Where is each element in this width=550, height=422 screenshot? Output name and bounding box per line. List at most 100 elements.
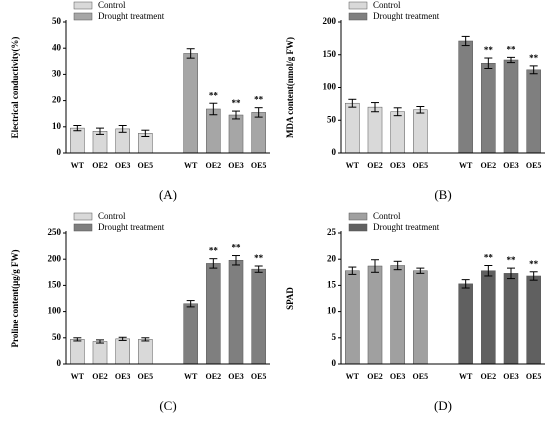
x-tick-label: OE3 [115,161,131,170]
y-tick-label: 30 [52,68,62,78]
y-tick-label: 50 [327,114,337,124]
bar [367,265,383,365]
x-tick-label: OE5 [251,372,267,381]
bar [251,112,266,154]
y-tick-label: 100 [323,82,337,92]
bar [251,268,266,365]
x-tick-label: OE3 [115,372,131,381]
legend-swatch [73,212,93,221]
legend-label: Drought treatment [373,222,440,232]
significance: ** [209,246,219,256]
significance: ** [254,253,264,263]
x-tick-label: OE3 [390,161,406,170]
x-tick-label: OE2 [206,161,222,170]
bar [390,111,405,154]
x-tick-label: OE3 [228,161,244,170]
bar [70,339,85,365]
bar [526,275,541,365]
x-tick-label: OE5 [138,161,154,170]
panel-label: (A) [159,187,177,202]
bar [228,259,244,365]
y-tick-label: 50 [52,16,62,26]
x-tick-label: OE5 [251,161,267,170]
x-tick-label: OE3 [228,372,244,381]
x-tick-label: WT [184,161,198,170]
bar [345,102,360,154]
x-tick-label: WT [459,161,473,170]
x-tick-label: WT [184,372,198,381]
bar [206,263,221,365]
legend-label: Control [373,0,401,10]
significance: ** [232,98,242,108]
bar [206,108,221,154]
bar [367,106,383,154]
legend-swatch [348,223,368,232]
bar [115,338,130,365]
bar [526,69,541,154]
y-tick-label: 20 [52,95,62,105]
bar [503,59,519,154]
y-tick-label: 25 [327,227,337,237]
y-tick-label: 100 [48,306,62,316]
y-tick-label: 15 [327,279,337,289]
legend-label: Control [373,211,401,221]
x-tick-label: OE2 [206,372,222,381]
significance: ** [484,253,494,263]
y-tick-label: 5 [332,332,337,342]
y-axis-label: SPAD [285,287,295,310]
x-tick-label: OE3 [503,161,519,170]
legend-label: Drought treatment [98,11,165,21]
x-tick-label: OE2 [481,372,497,381]
significance: ** [507,44,517,54]
y-tick-label: 250 [48,227,62,237]
x-tick-label: WT [71,372,85,381]
bar [183,53,198,154]
panel-label: (D) [434,398,452,413]
x-tick-label: OE5 [526,372,542,381]
y-tick-label: 50 [52,332,62,342]
legend-swatch [348,1,368,10]
x-tick-label: WT [459,372,473,381]
bar [70,127,85,154]
significance: ** [254,95,264,105]
bar [228,114,244,154]
x-tick-label: OE2 [92,161,108,170]
bar [503,273,519,365]
panel-label: (C) [159,398,176,413]
x-tick-label: OE5 [138,372,154,381]
y-tick-label: 200 [323,16,337,26]
x-tick-label: OE3 [503,372,519,381]
significance: ** [232,243,242,253]
legend-label: Drought treatment [373,11,440,21]
y-tick-label: 150 [323,49,337,59]
bar [481,270,496,365]
bar [183,303,198,365]
y-tick-label: 0 [332,147,337,157]
x-tick-label: OE5 [413,161,429,170]
legend-label: Control [98,0,126,10]
x-tick-label: OE2 [92,372,108,381]
y-axis-label: Proline content(μg/g FW) [10,250,20,348]
significance: ** [507,255,517,265]
x-tick-label: OE2 [367,161,383,170]
legend-swatch [73,12,93,21]
bar [345,270,360,365]
x-tick-label: OE5 [413,372,429,381]
bar [413,109,428,154]
y-axis-label: MDA content(nmol/g FW) [285,37,295,138]
x-tick-label: OE3 [390,372,406,381]
panel-label: (B) [434,187,451,202]
y-tick-label: 20 [327,253,337,263]
x-tick-label: WT [346,161,360,170]
significance: ** [484,45,494,55]
bar [458,40,473,154]
bar [413,270,428,365]
y-tick-label: 0 [57,358,62,368]
legend-swatch [73,1,93,10]
legend-swatch [348,12,368,21]
y-tick-label: 0 [332,358,337,368]
y-tick-label: 10 [52,121,62,131]
x-tick-label: WT [71,161,85,170]
y-tick-label: 150 [48,279,62,289]
